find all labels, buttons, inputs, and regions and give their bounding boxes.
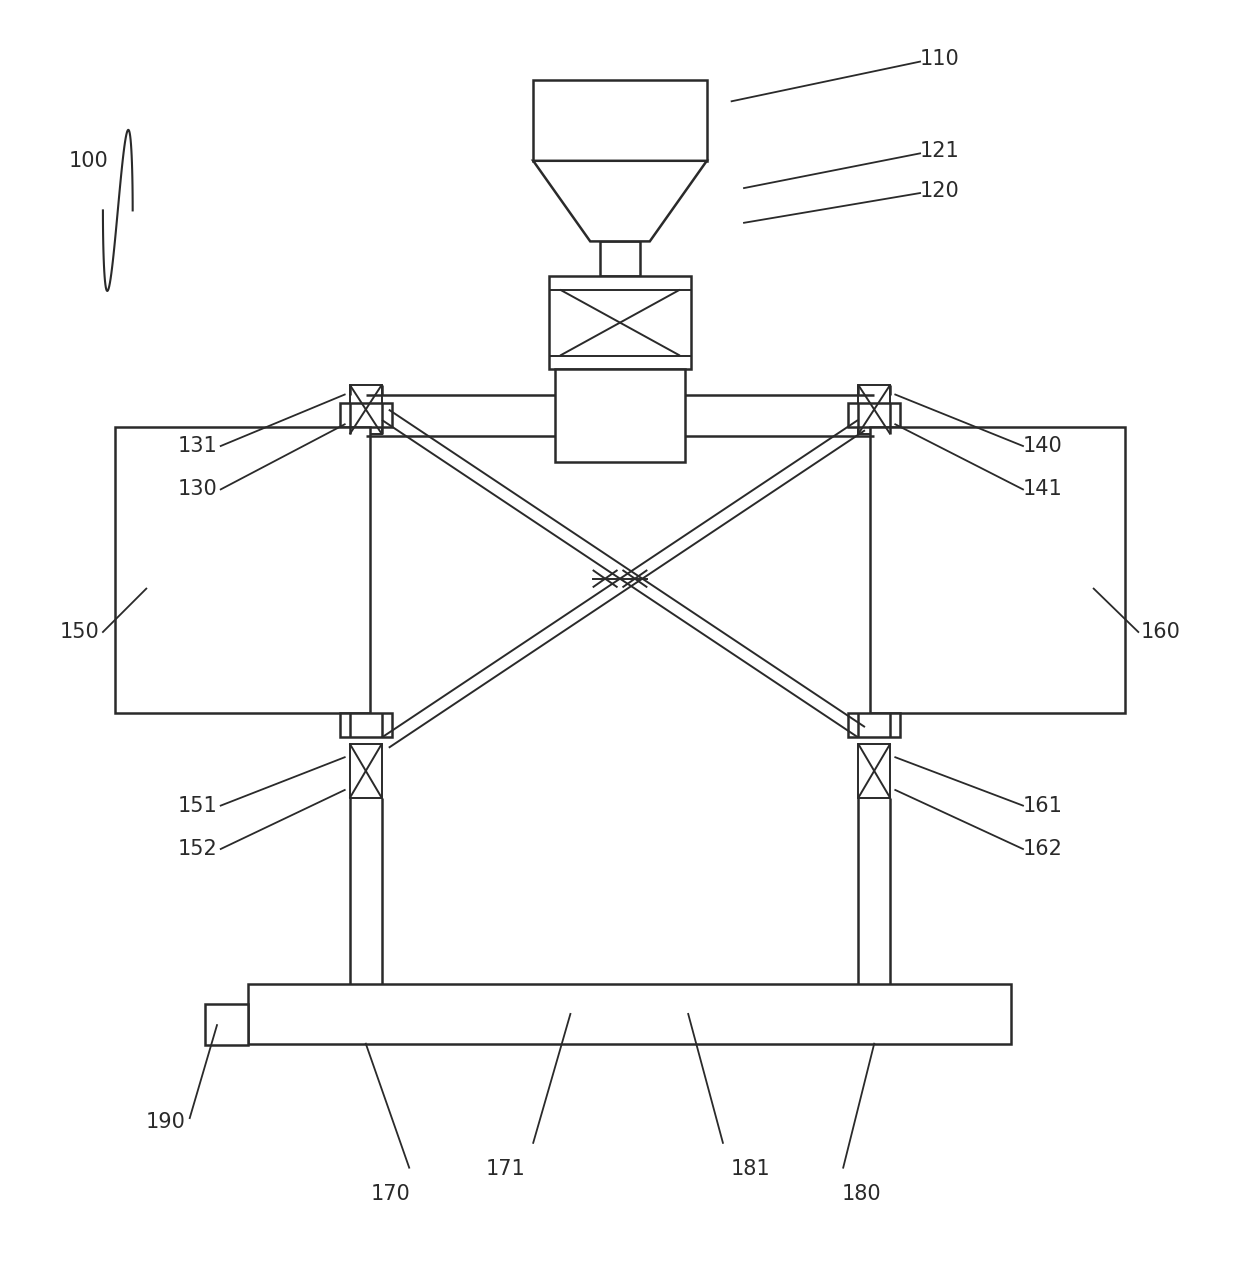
Text: 152: 152	[177, 839, 217, 860]
Bar	[350, 384, 382, 435]
Bar	[858, 743, 890, 798]
Text: 161: 161	[1023, 795, 1063, 815]
Text: 130: 130	[177, 479, 217, 499]
Bar	[600, 241, 640, 276]
Bar	[858, 384, 890, 435]
Bar	[556, 369, 684, 463]
Bar	[340, 403, 392, 427]
Text: 190: 190	[146, 1112, 186, 1131]
Bar	[350, 743, 382, 798]
Text: 121: 121	[920, 140, 960, 161]
Text: 131: 131	[177, 436, 217, 456]
Text: 181: 181	[730, 1159, 770, 1179]
Bar	[870, 427, 1125, 713]
Text: 162: 162	[1023, 839, 1063, 860]
Bar	[848, 403, 900, 427]
Bar	[848, 713, 900, 737]
Text: 170: 170	[371, 1184, 410, 1203]
Text: 151: 151	[177, 795, 217, 815]
Text: 110: 110	[920, 49, 960, 70]
Text: 160: 160	[1141, 622, 1180, 642]
Bar	[533, 80, 707, 161]
Bar	[340, 713, 392, 737]
Bar	[115, 427, 370, 713]
Text: 120: 120	[920, 181, 960, 201]
Text: 180: 180	[842, 1184, 882, 1203]
Text: 141: 141	[1023, 479, 1063, 499]
Bar	[205, 1004, 248, 1045]
Bar	[248, 985, 1011, 1044]
Text: 140: 140	[1023, 436, 1063, 456]
Text: 100: 100	[68, 150, 108, 171]
Text: 150: 150	[60, 622, 99, 642]
Text: 171: 171	[486, 1159, 526, 1179]
Bar	[549, 276, 692, 369]
Polygon shape	[533, 161, 707, 241]
